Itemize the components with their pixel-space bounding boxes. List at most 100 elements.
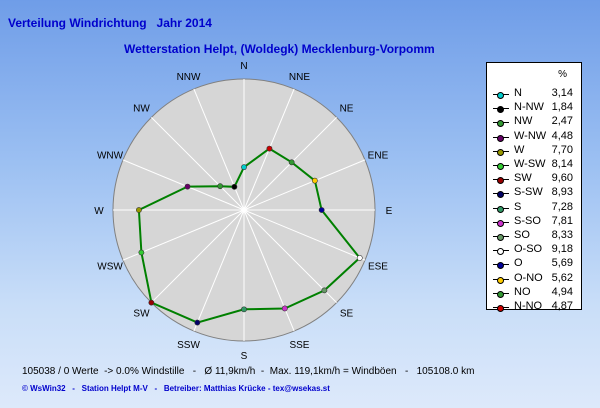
legend-line-marker xyxy=(493,248,509,256)
legend-value: 7,70 xyxy=(551,143,573,156)
legend-line-marker xyxy=(493,262,509,270)
data-point xyxy=(184,183,191,190)
legend-dot xyxy=(497,134,504,142)
legend-label: S-SO xyxy=(514,214,541,227)
direction-label: S xyxy=(241,351,248,362)
data-point xyxy=(138,249,145,256)
legend-value: 2,47 xyxy=(551,115,573,128)
legend-dot xyxy=(497,219,504,227)
legend-dot xyxy=(497,191,504,199)
legend-item: S 7,28 xyxy=(487,201,581,216)
legend-line-marker xyxy=(493,106,509,114)
legend-value: 8,33 xyxy=(551,229,573,241)
legend-line-marker xyxy=(493,290,509,298)
legend-label: W-SW xyxy=(514,158,546,170)
legend-value: 4,87 xyxy=(551,300,573,312)
data-point xyxy=(194,319,201,326)
legend-dot xyxy=(497,106,504,114)
legend-label: O-NO xyxy=(514,271,543,284)
legend-dot xyxy=(497,305,504,312)
direction-label: NE xyxy=(340,103,354,114)
legend-line-marker xyxy=(493,120,509,128)
data-point xyxy=(217,183,224,190)
legend-label: O xyxy=(514,257,523,270)
legend-item: N-NO 4,87 xyxy=(487,300,581,315)
legend-item: W-NW 4,48 xyxy=(487,130,581,145)
legend-item: W-SW 8,14 xyxy=(487,158,581,173)
legend-value: 7,28 xyxy=(551,200,573,213)
legend-dot xyxy=(497,262,504,270)
legend-dot xyxy=(497,120,504,128)
legend-line-marker xyxy=(493,177,509,185)
legend-item: N 3,14 xyxy=(487,87,581,102)
grid-spoke xyxy=(243,209,337,303)
legend-label: NW xyxy=(514,115,533,128)
legend-item: S-SO 7,81 xyxy=(487,215,581,230)
legend-item: N-NW 1,84 xyxy=(487,101,581,116)
direction-label: NNE xyxy=(289,72,310,83)
legend-label: S xyxy=(514,200,522,213)
legend-value: 1,84 xyxy=(551,101,573,114)
legend-line-marker xyxy=(493,276,509,284)
legend-label: S-SW xyxy=(514,186,543,199)
legend-label: O-SO xyxy=(514,243,543,256)
direction-label: WSW xyxy=(97,261,123,272)
data-point xyxy=(321,287,328,294)
direction-label: SW xyxy=(133,309,150,320)
legend-dot xyxy=(497,163,504,170)
legend-line-marker xyxy=(493,92,509,99)
legend-value: 9,60 xyxy=(551,172,573,185)
direction-label: NW xyxy=(133,103,150,114)
direction-label: ENE xyxy=(368,151,389,162)
legend-dot xyxy=(497,290,504,298)
legend-value: 4,94 xyxy=(551,285,573,298)
grid-spoke xyxy=(243,209,366,261)
data-point xyxy=(266,145,273,152)
legend-unit: % xyxy=(558,69,567,80)
legend-label: W-NW xyxy=(514,129,547,142)
legend-item: SO 8,33 xyxy=(487,229,581,244)
legend-line-marker xyxy=(493,234,509,241)
direction-label: ESE xyxy=(368,261,388,272)
grid-spoke xyxy=(193,209,245,332)
data-point xyxy=(311,177,318,184)
legend-value: 5,69 xyxy=(551,257,573,270)
data-point xyxy=(241,306,247,313)
data-point xyxy=(231,183,238,190)
data-point xyxy=(241,164,247,171)
legend-value: 9,18 xyxy=(551,243,573,256)
legend-label: SW xyxy=(514,172,532,185)
direction-label: N xyxy=(240,61,247,72)
legend-label: SO xyxy=(514,229,530,241)
grid-spoke xyxy=(243,159,366,211)
legend-line-marker xyxy=(493,205,509,213)
direction-label: SSW xyxy=(177,340,200,351)
legend-value: 5,62 xyxy=(551,271,573,284)
legend-item: O-SO 9,18 xyxy=(487,243,581,258)
grid-spoke xyxy=(122,159,245,211)
legend-item: W 7,70 xyxy=(487,144,581,159)
legend-item: NW 2,47 xyxy=(487,115,581,130)
legend-value: 8,93 xyxy=(551,186,573,199)
legend-dot xyxy=(497,234,504,241)
grid-spoke xyxy=(193,88,245,211)
legend: % N 3,14 N-NW 1,84 NW 2,47 W-NW 4,48 W 7,70 W-SW 8,… xyxy=(486,62,582,312)
grid-spoke xyxy=(151,117,245,211)
direction-label: SSE xyxy=(289,340,309,351)
legend-value: 8,14 xyxy=(551,158,573,170)
legend-label: N-NO xyxy=(514,300,543,312)
data-point xyxy=(288,159,295,166)
data-point xyxy=(356,255,363,261)
legend-line-marker xyxy=(493,305,509,312)
legend-label: W xyxy=(514,143,525,156)
data-point xyxy=(281,305,288,312)
legend-label: NO xyxy=(514,285,531,298)
footer-credit: © WsWin32 - Station Helpt M-V - Betreibe… xyxy=(22,384,330,393)
legend-item: O-NO 5,62 xyxy=(487,272,581,287)
legend-dot xyxy=(497,276,504,284)
legend-line-marker xyxy=(493,163,509,170)
legend-label: N xyxy=(514,87,522,99)
legend-line-marker xyxy=(493,134,509,142)
stats-line: 105038 / 0 Werte -> 0.0% Windstille - Ø … xyxy=(22,366,475,377)
data-point xyxy=(148,299,155,306)
